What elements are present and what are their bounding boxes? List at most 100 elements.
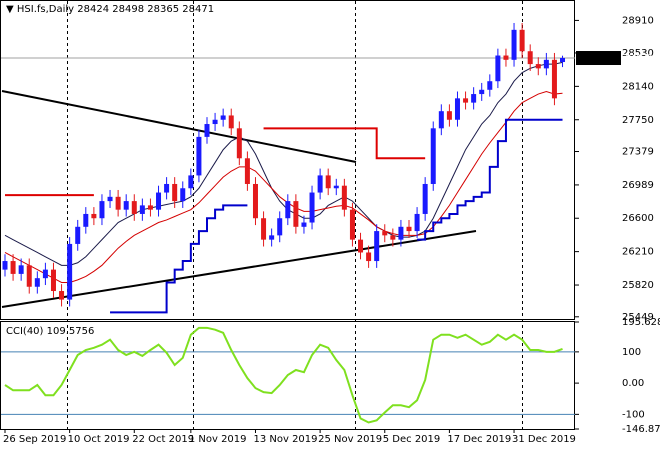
candle-body	[333, 185, 339, 189]
candle-body	[147, 205, 153, 210]
candle-body	[131, 201, 137, 214]
y-tick-label: 0.00	[622, 378, 644, 389]
indicator-line	[110, 118, 563, 314]
trendline	[1, 230, 477, 308]
candle-body	[543, 59, 549, 69]
x-tick-label: 5 Dec 2019	[383, 434, 441, 445]
candle-body	[164, 183, 170, 193]
candle-body	[398, 226, 404, 240]
x-tick-label: 25 Nov 2019	[318, 434, 382, 445]
candle-body	[390, 235, 396, 240]
candle-body	[511, 29, 517, 60]
indicator-line	[4, 90, 563, 283]
candle-body	[487, 81, 493, 90]
candle-body	[269, 235, 275, 240]
candle-body	[2, 261, 8, 270]
y-tick-label: 26600	[622, 213, 654, 224]
candle-body	[99, 201, 105, 219]
y-tick-label: 26989	[622, 180, 654, 191]
y-tick-label: 28140	[622, 81, 654, 92]
x-tick-label: 10 Oct 2019	[68, 434, 130, 445]
x-tick-label: 31 Dec 2019	[512, 434, 576, 445]
period-separators	[67, 1, 523, 429]
y-tick-label: 100	[622, 347, 641, 358]
x-tick-label: 22 Oct 2019	[132, 434, 194, 445]
candle-body	[374, 231, 380, 262]
y-tick-label: 27379	[622, 147, 654, 158]
cci-title: CCI(40) 109.5756	[6, 326, 94, 337]
symbol: HSI.fs,Daily	[17, 4, 74, 15]
candle-body	[228, 115, 234, 129]
candle-body	[188, 175, 194, 189]
x-tick-label: 1 Nov 2019	[189, 434, 247, 445]
candle-body	[26, 265, 32, 287]
candle-body	[172, 183, 178, 202]
candle-body	[560, 58, 566, 63]
price-box	[576, 51, 621, 66]
x-tick-label: 26 Sep 2019	[3, 434, 66, 445]
candle-body	[406, 226, 412, 232]
main-frame	[0, 0, 575, 320]
candle-body	[293, 201, 299, 227]
chart-title: ▼ HSI.fs,Daily 28424 28498 28365 28471	[6, 4, 214, 15]
candle-body	[422, 183, 428, 214]
candle-body	[471, 94, 477, 103]
candle-body	[123, 201, 129, 210]
candle-body	[479, 89, 485, 95]
candle-body	[204, 124, 210, 137]
cci-last: 109.5756	[47, 326, 95, 337]
candle-body	[91, 213, 97, 219]
last-open: 28424	[77, 4, 109, 15]
candle-body	[527, 51, 533, 65]
candle-body	[446, 111, 452, 120]
candle-body	[18, 265, 24, 274]
y-tick-label: 26210	[622, 247, 654, 258]
candle-body	[34, 278, 40, 287]
candle-body	[341, 185, 347, 210]
cci-name: CCI(40)	[6, 326, 44, 337]
y-tick-label: 25449	[622, 312, 654, 323]
candle-body	[503, 55, 509, 60]
candle-body	[180, 188, 186, 202]
candle-body	[196, 136, 202, 176]
candle-body	[244, 158, 250, 184]
candle-body	[83, 213, 89, 227]
y-tick-label: 25820	[622, 280, 654, 291]
candle-body	[220, 115, 226, 120]
candle-body	[309, 192, 315, 223]
y-tick-label: 27750	[622, 115, 654, 126]
candle-body	[454, 98, 460, 120]
candle-body	[382, 231, 388, 236]
candle-body	[156, 192, 162, 210]
candle-body	[285, 201, 291, 219]
y-tick-label: 28530	[622, 48, 654, 59]
candle-body	[42, 269, 48, 279]
candle-body	[317, 175, 323, 193]
candle-body	[325, 175, 331, 189]
candle-body	[252, 183, 258, 219]
candle-body	[438, 111, 444, 129]
y-tick-label: 28910	[622, 15, 654, 26]
candle-body	[301, 222, 307, 227]
last-close: 28471	[182, 4, 214, 15]
candle-body	[10, 261, 16, 274]
candle-body	[430, 128, 436, 184]
x-tick-label: 17 Dec 2019	[447, 434, 511, 445]
indicator-line	[5, 127, 426, 197]
candle-body	[236, 128, 242, 159]
candle-body	[75, 226, 81, 244]
candle-body	[535, 64, 541, 69]
candle-body	[277, 218, 283, 236]
last-high: 28498	[112, 4, 144, 15]
candle-body	[67, 243, 73, 300]
candle-body	[358, 239, 364, 253]
trendline	[1, 90, 357, 163]
candle-body	[107, 196, 113, 202]
candle-body	[551, 59, 557, 99]
candle-body	[519, 29, 525, 52]
candle-body	[495, 55, 501, 82]
candle-body	[115, 196, 121, 210]
y-tick-label: 195.6284	[622, 317, 660, 328]
trendlines	[1, 90, 477, 308]
